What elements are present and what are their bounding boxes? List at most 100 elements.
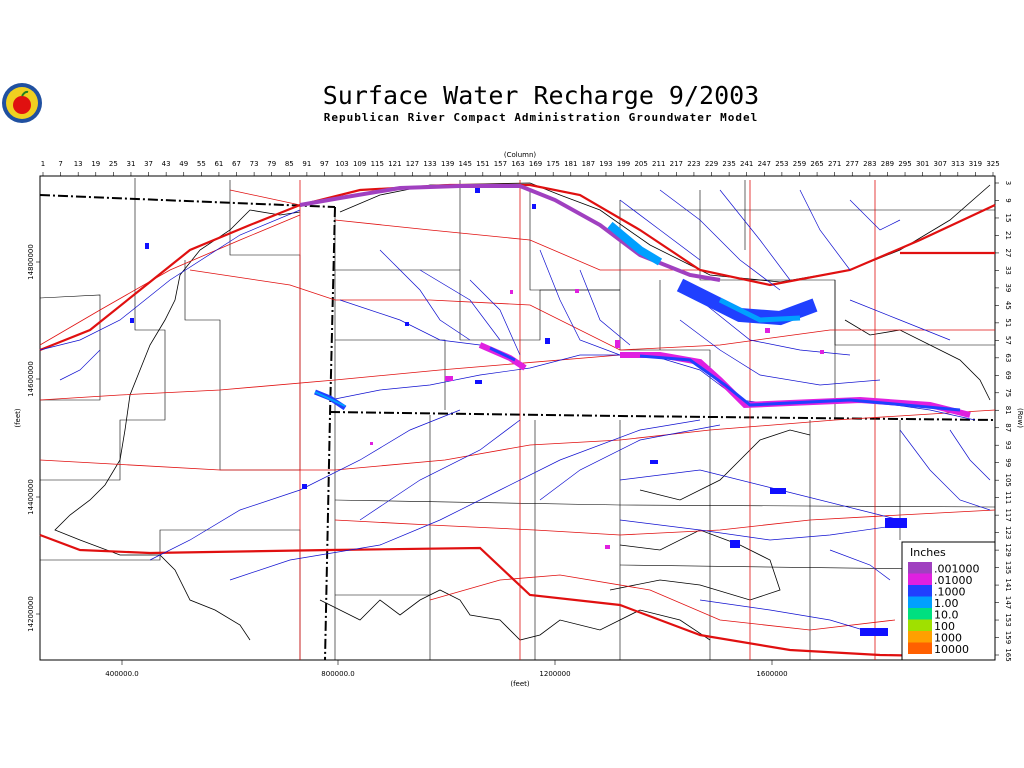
column-label: 277 [846,160,859,168]
column-label: 319 [969,160,982,168]
subtitle: Republican River Compact Administration … [324,111,759,124]
legend-swatch [908,573,932,585]
column-label: 133 [423,160,436,168]
legend-label: .01000 [934,574,973,587]
column-label: 253 [775,160,788,168]
column-label: 229 [705,160,718,168]
row-label: 21 [1004,231,1012,240]
legend-swatch [908,562,932,574]
column-label: 301 [916,160,929,168]
legend-label: 1000 [934,632,962,645]
row-label: 9 [1004,198,1012,202]
column-label: 31 [127,160,136,168]
column-label: 169 [529,160,542,168]
column-label: 115 [371,160,384,168]
column-label: 235 [722,160,735,168]
x-feet-label: 1600000 [756,670,787,678]
row-label: 27 [1004,248,1012,257]
column-label: 307 [934,160,947,168]
column-label: 145 [459,160,472,168]
column-label: 103 [335,160,348,168]
column-label: 13 [74,160,83,168]
row-label: 75 [1004,388,1012,397]
y-title: (feet) [14,408,22,428]
legend-label: 1.00 [934,597,959,610]
column-label: 187 [582,160,595,168]
title: Surface Water Recharge 9/2003 [323,81,760,110]
legend-label: .001000 [934,563,980,576]
column-label: 199 [617,160,630,168]
row-label: 99 [1004,458,1012,467]
column-label: 79 [267,160,276,168]
row-label: 153 [1004,613,1012,626]
x-feet-label: 400000.0 [105,670,138,678]
row-label: 57 [1004,336,1012,345]
legend-swatch [908,608,932,620]
legend-swatch [908,642,932,654]
x-feet-label: 800000.0 [321,670,354,678]
row-label: 129 [1004,543,1012,556]
column-label: 247 [758,160,771,168]
row-label: 117 [1004,508,1012,521]
row-label: 123 [1004,526,1012,539]
row-label: 3 [1004,181,1012,185]
map-frame [39,175,996,661]
legend-swatch [908,631,932,643]
legend-swatch [908,585,932,597]
row-label: 33 [1004,266,1012,275]
y-feet-label: 14800000 [27,244,35,280]
row-label: 69 [1004,371,1012,380]
column-label: 151 [476,160,489,168]
column-label: 85 [285,160,294,168]
column-label: 211 [652,160,665,168]
column-label: 37 [144,160,153,168]
row-label: 141 [1004,578,1012,591]
column-label: 49 [179,160,188,168]
column-label: 325 [986,160,999,168]
column-label: 193 [599,160,612,168]
legend-label: 10000 [934,643,969,656]
recharge-cells [130,184,971,636]
row-label: 165 [1004,648,1012,661]
legend-label: 100 [934,620,955,633]
column-label: 109 [353,160,366,168]
row-label: 45 [1004,301,1012,310]
column-label: 1 [41,160,45,168]
row-title: (Row) [1016,408,1024,428]
column-label: 217 [670,160,683,168]
column-label: 127 [406,160,419,168]
column-label: 289 [881,160,894,168]
column-label: 7 [58,160,62,168]
column-label: 223 [687,160,700,168]
legend-label: .1000 [934,586,966,599]
row-label: 51 [1004,318,1012,327]
column-label: 91 [302,160,311,168]
column-label: 259 [793,160,806,168]
row-label: 63 [1004,353,1012,362]
row-label: 135 [1004,561,1012,574]
row-label: 105 [1004,473,1012,486]
legend-title: Inches [910,546,946,559]
column-label: 175 [546,160,559,168]
legend: Inches .001000.01000.10001.0010.01001000… [901,541,996,661]
row-label: 15 [1004,214,1012,223]
y-feet-label: 14200000 [27,596,35,632]
column-label: 121 [388,160,401,168]
row-label: 111 [1004,491,1012,504]
legend-swatch [908,596,932,608]
row-label: 93 [1004,441,1012,450]
column-label: 73 [250,160,259,168]
column-label: 313 [951,160,964,168]
column-label: 43 [162,160,171,168]
column-label: 19 [91,160,100,168]
logo [2,83,42,123]
row-label: 39 [1004,283,1012,292]
column-label: 157 [494,160,507,168]
row-label: 87 [1004,423,1012,432]
column-label: 61 [214,160,223,168]
column-label: 139 [441,160,454,168]
column-label: 55 [197,160,206,168]
row-label: 81 [1004,406,1012,415]
